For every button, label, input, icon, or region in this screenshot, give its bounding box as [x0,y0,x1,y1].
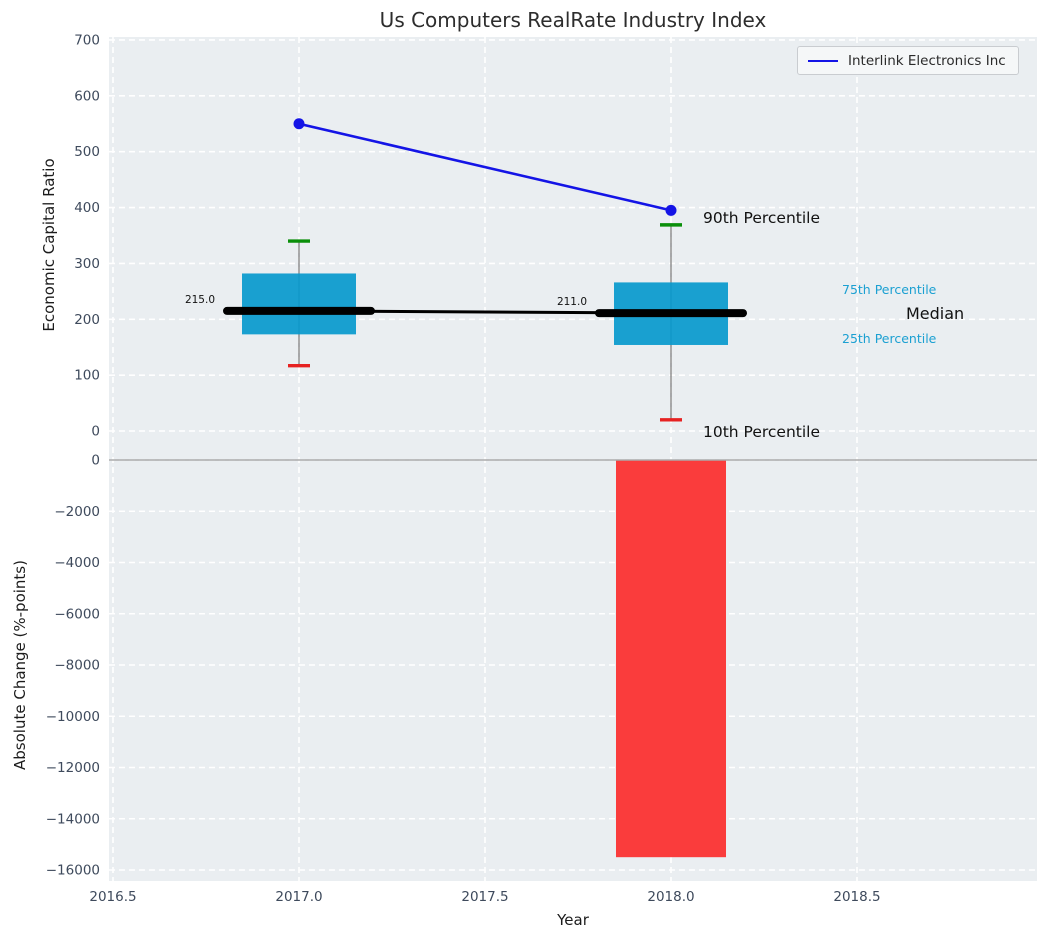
x-tick-label: 2018.5 [833,889,880,905]
x-tick-label: 2017.5 [461,889,508,905]
company-point [293,118,305,130]
gridlines [109,37,1037,881]
plot-background [109,37,1037,881]
y-tick-label-bottom: −12000 [46,760,100,776]
y-tick-label-bottom: −16000 [46,863,100,879]
y-tick-label-bottom: −8000 [54,658,100,674]
change-bar-layer [109,459,1037,858]
legend: Interlink Electronics Inc [797,46,1019,75]
y-axis-label-top: Economic Capital Ratio [40,158,58,332]
boxplot-layer: 215.0 211.0 [185,118,747,422]
company-line [298,122,672,212]
y-tick-label-top: 400 [74,200,100,216]
y-tick-label-bottom: −2000 [54,504,100,520]
tick-labels: 0 100 200 300 400 500 600 700 0 −2000 −4000 −6000 −8… [46,32,881,905]
y-tick-label-bottom: −6000 [54,606,100,622]
y-tick-label-bottom: −4000 [54,555,100,571]
legend-label: Interlink Electronics Inc [848,52,1006,69]
x-tick-label: 2017.0 [275,889,322,905]
x-axis-label: Year [557,911,589,929]
median-value-label: 215.0 [185,294,215,306]
y-tick-label-bottom: −14000 [46,811,100,827]
annotation-75th-percentile: 75th Percentile [842,282,937,297]
annotation-90th-percentile: 90th Percentile [703,209,821,227]
annotation-median: Median [906,304,965,323]
annotation-10th-percentile: 10th Percentile [703,423,821,441]
y-tick-label-bottom: 0 [91,453,100,469]
iqr-box [242,273,356,335]
y-tick-label-top: 500 [74,144,100,160]
y-tick-label-top: 100 [74,368,100,384]
change-bar [616,460,726,858]
y-tick-label-top: 300 [74,256,100,272]
y-tick-label-top: 700 [74,32,100,48]
annotation-25th-percentile: 25th Percentile [842,331,937,346]
y-tick-label-top: 200 [74,312,100,328]
x-tick-label: 2016.5 [89,889,136,905]
chart-title: Us Computers RealRate Industry Index [379,8,767,32]
company-point [665,204,677,216]
y-tick-label-bottom: −10000 [46,709,100,725]
y-tick-label-top: 600 [74,88,100,104]
median-value-label: 211.0 [557,296,587,308]
y-axis-label-bottom: Absolute Change (%-points) [11,560,29,770]
x-tick-label: 2018.0 [647,889,694,905]
y-tick-label-top: 0 [91,424,100,440]
legend-line-swatch [808,59,838,62]
